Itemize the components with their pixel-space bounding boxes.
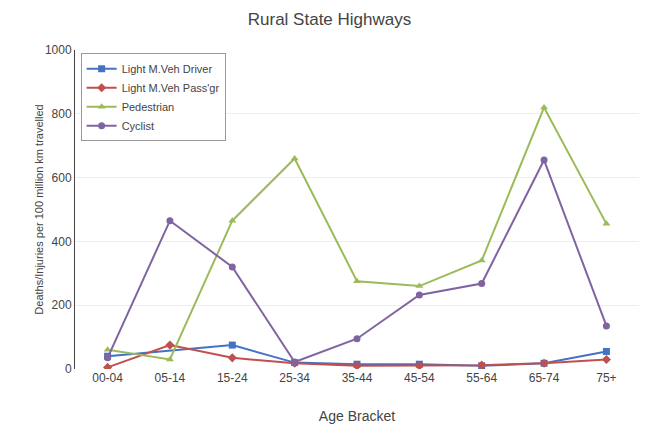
svg-text:Rural State Highways: Rural State Highways (248, 10, 411, 29)
svg-text:15-24: 15-24 (217, 371, 248, 385)
svg-text:45-54: 45-54 (404, 371, 435, 385)
svg-text:Deaths/Injuries per 100 millio: Deaths/Injuries per 100 million km trave… (33, 104, 45, 314)
svg-text:400: 400 (52, 235, 72, 249)
svg-text:05-14: 05-14 (155, 371, 186, 385)
svg-text:1000: 1000 (45, 43, 72, 57)
svg-text:75+: 75+ (596, 371, 616, 385)
svg-text:600: 600 (52, 171, 72, 185)
svg-text:65-74: 65-74 (529, 371, 560, 385)
svg-text:Cyclist: Cyclist (122, 120, 154, 132)
svg-text:Age Bracket: Age Bracket (319, 408, 395, 424)
svg-text:25-34: 25-34 (279, 371, 310, 385)
svg-text:00-04: 00-04 (92, 371, 123, 385)
svg-text:800: 800 (52, 107, 72, 121)
svg-text:Light M.Veh Pass'gr: Light M.Veh Pass'gr (122, 82, 220, 94)
svg-text:55-64: 55-64 (466, 371, 497, 385)
svg-text:200: 200 (52, 298, 72, 312)
svg-text:35-44: 35-44 (342, 371, 373, 385)
svg-text:Pedestrian: Pedestrian (122, 101, 175, 113)
svg-text:Light M.Veh Driver: Light M.Veh Driver (122, 63, 213, 75)
svg-text:0: 0 (65, 362, 72, 376)
